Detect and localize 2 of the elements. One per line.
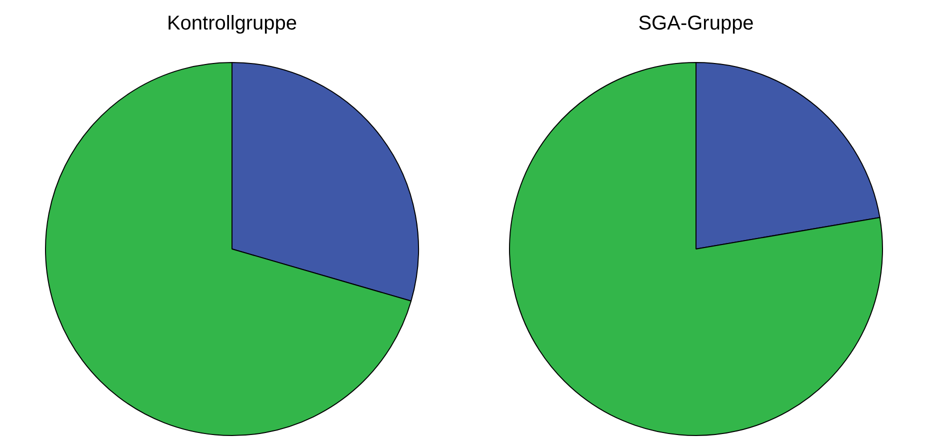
chart-title: SGA-Gruppe [638,12,754,35]
chart-title: Kontrollgruppe [166,12,298,35]
